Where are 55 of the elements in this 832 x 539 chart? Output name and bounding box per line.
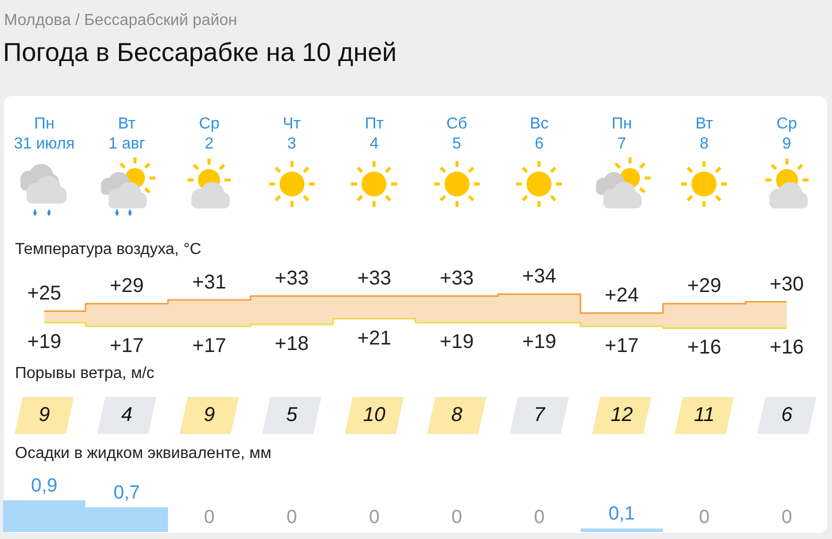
data-label: 0: [368, 507, 380, 528]
x-tick-label: Пн 7: [612, 115, 632, 152]
data-label: +29: [687, 275, 722, 298]
data-label: 11: [694, 404, 715, 426]
data-label: +17: [192, 334, 226, 357]
x-tick-label: Пн 31 июля: [14, 115, 75, 152]
data-label: +19: [522, 331, 556, 354]
data-label: +33: [274, 268, 309, 290]
data-label: 0,9: [31, 475, 58, 496]
data-label: 10: [363, 404, 386, 426]
chart-subtitle: Молдова / Бессарабский район: [4, 12, 238, 30]
data-label: 0: [451, 507, 462, 528]
data-label: 0: [698, 507, 710, 528]
data-label: 0: [781, 507, 792, 528]
data-label: +29: [110, 275, 144, 298]
data-label: 0: [286, 507, 298, 528]
data-label: +33: [357, 268, 392, 290]
data-label: +33: [440, 268, 474, 290]
text: Порывы ветра, м/с: [15, 365, 154, 383]
data-label: +21: [357, 327, 392, 350]
x-tick-label: Вс 6: [530, 115, 549, 152]
data-label: +16: [770, 336, 804, 359]
data-label: +34: [522, 266, 556, 288]
data-label: +17: [110, 334, 144, 357]
x-tick-label: Сб 5: [446, 115, 468, 152]
x-tick-label: Вт 1 авг: [108, 115, 146, 152]
data-label: +19: [440, 331, 474, 354]
data-label: +19: [27, 331, 62, 354]
data-label: 4: [121, 404, 132, 426]
y-axis-title: Осадки в жидком эквиваленте, мм: [15, 445, 272, 463]
x-tick-label: Пт 4: [364, 115, 384, 152]
chart-title: Погода в Бессарабке на 10 дней: [3, 37, 397, 68]
y-axis-title: Температура воздуха, °C: [15, 241, 202, 259]
x-tick-label: Чт 3: [282, 115, 302, 152]
x-tick-label: Ср 2: [199, 115, 220, 152]
data-label: 7: [534, 404, 546, 426]
data-label: +17: [604, 334, 639, 357]
data-label: 12: [610, 404, 633, 426]
x-tick-label: Ср 9: [776, 115, 798, 152]
data-label: +25: [27, 282, 62, 305]
data-label: 9: [38, 404, 50, 426]
data-label: 5: [286, 404, 298, 426]
data-label: 6: [781, 404, 794, 426]
data-label: +18: [274, 332, 309, 355]
data-label: +16: [687, 336, 722, 359]
data-label: 0: [534, 507, 545, 528]
data-label: +31: [192, 271, 226, 294]
data-label: 0: [204, 507, 215, 528]
data-label: 0,1: [608, 504, 635, 525]
data-label: 0,7: [114, 482, 140, 504]
data-label: +24: [604, 284, 639, 307]
x-tick-label: Вт 8: [696, 115, 714, 152]
data-label: 9: [204, 404, 215, 426]
data-label: +30: [770, 273, 804, 296]
data-label: 8: [451, 404, 462, 426]
